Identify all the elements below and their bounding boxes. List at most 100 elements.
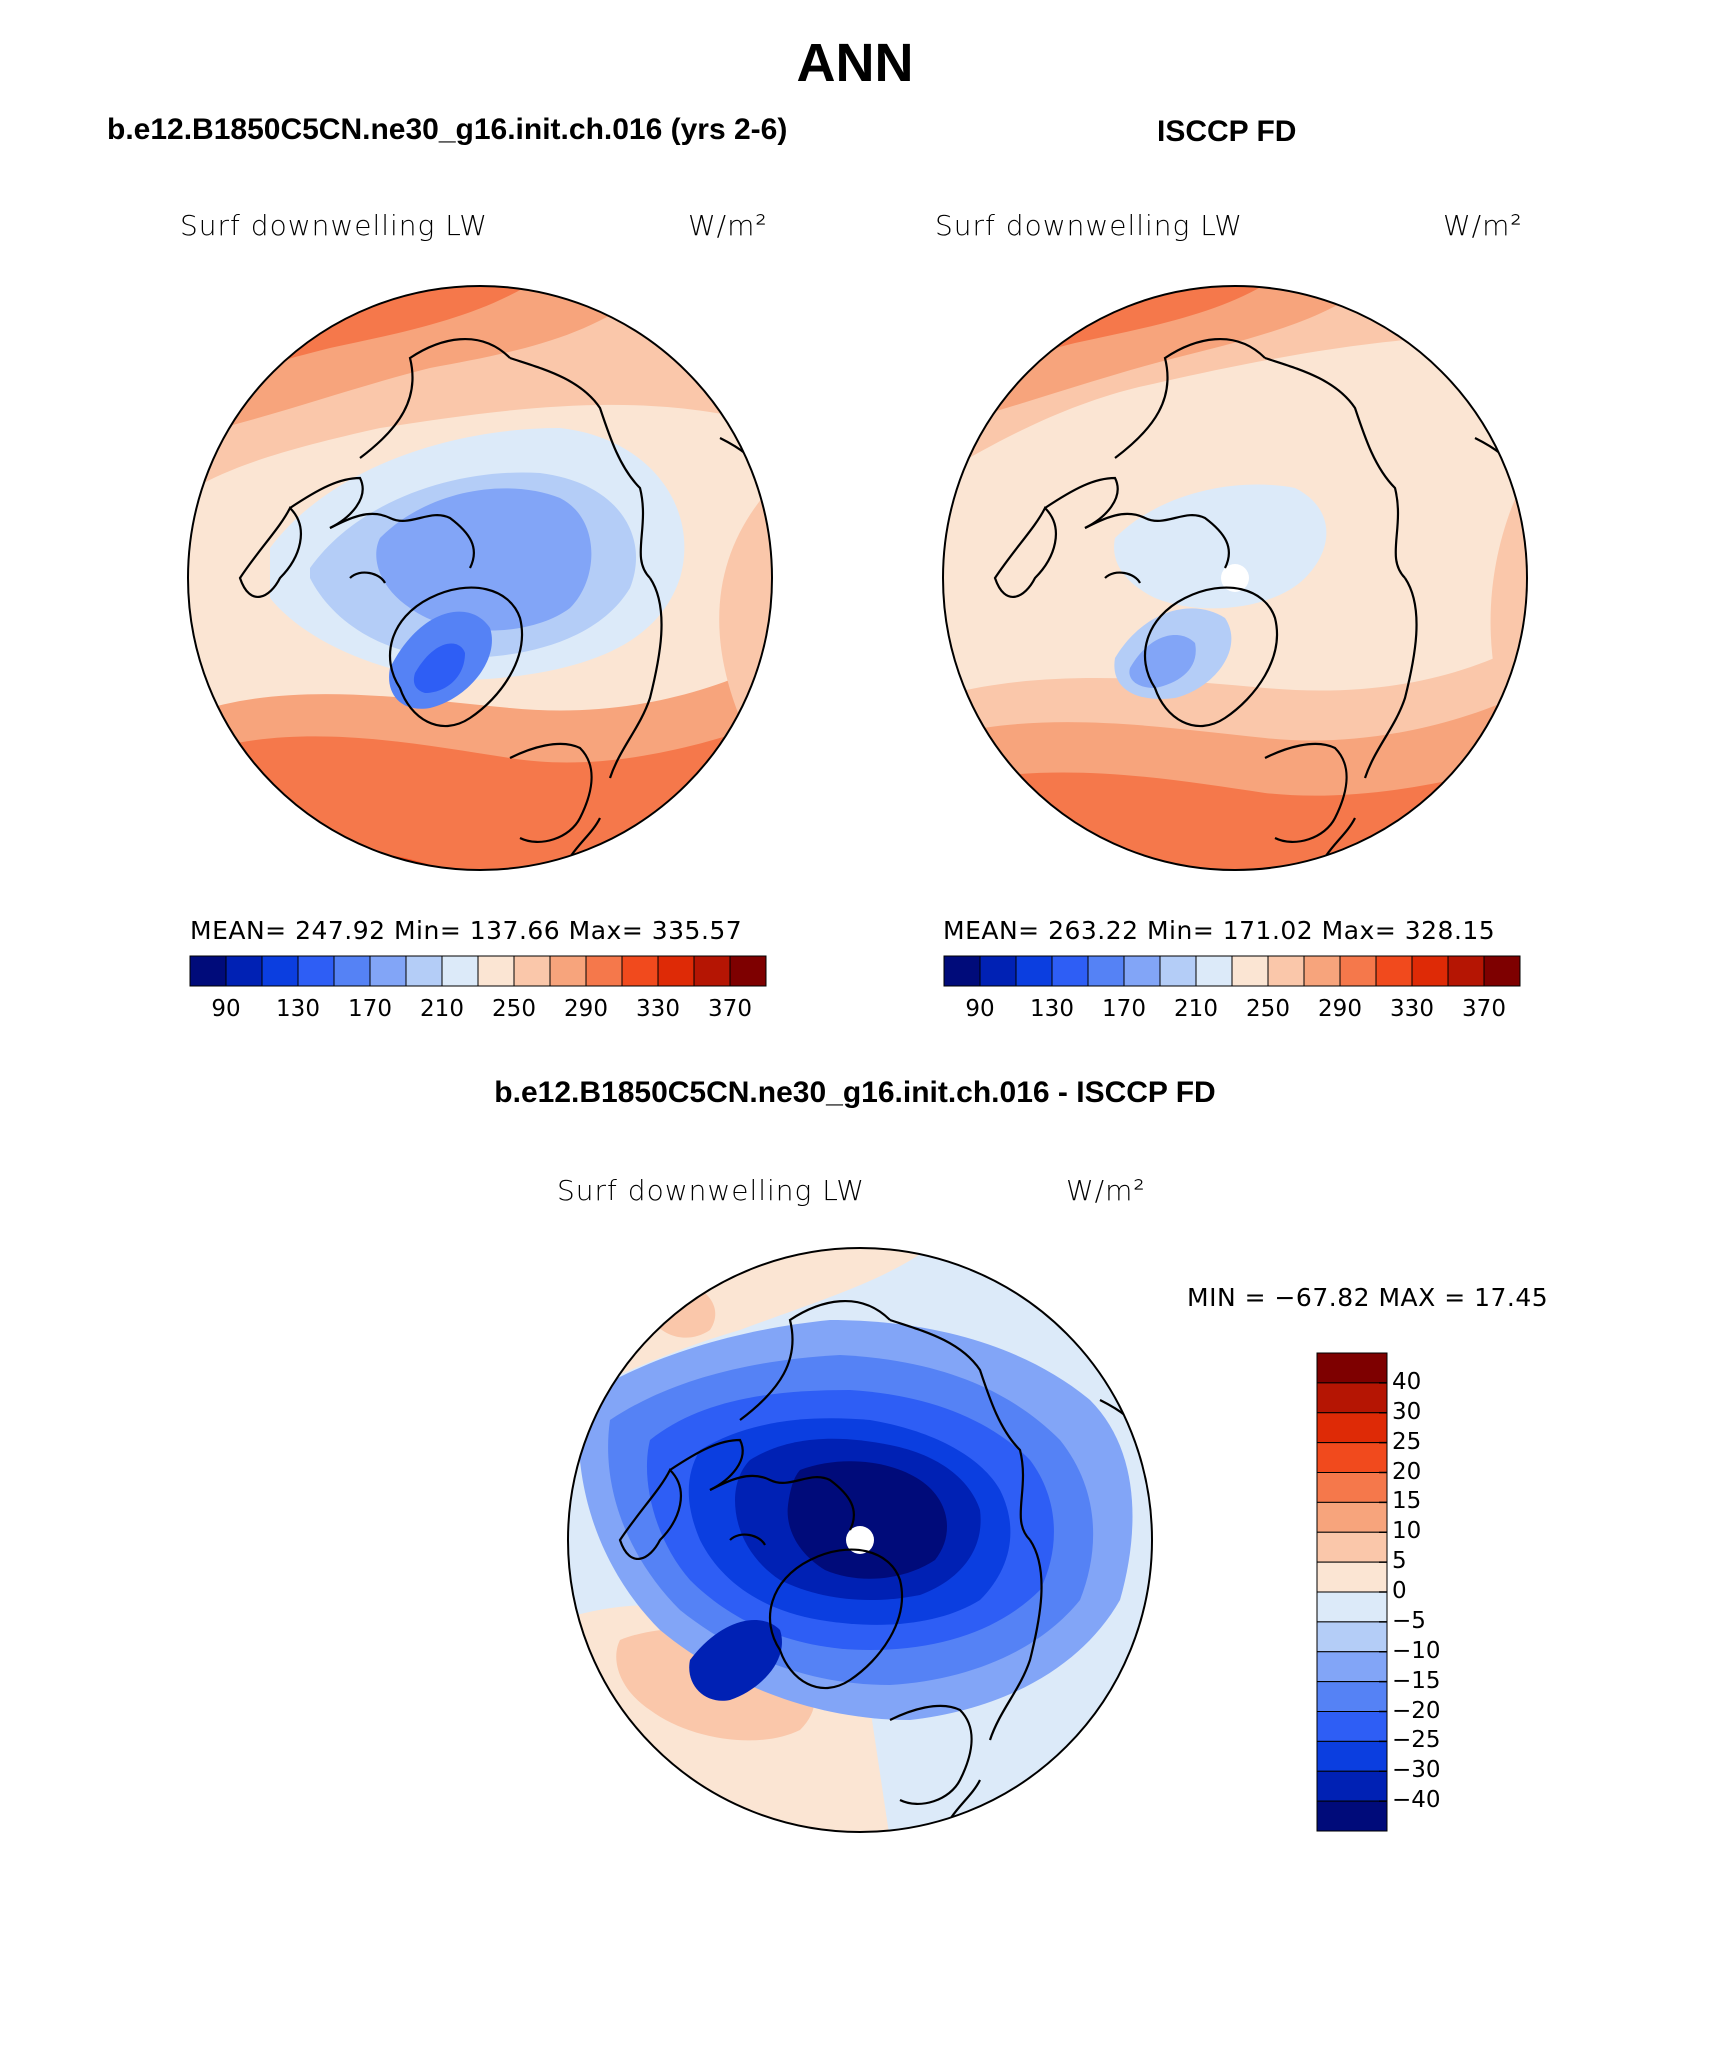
panel-3-stats: MIN = −67.82 MAX = 17.45 (1187, 1283, 1549, 1312)
colorbar-swatch (1316, 1472, 1388, 1503)
colorbar-swatch (729, 955, 767, 987)
panel-2-colorbar (943, 955, 1521, 987)
colorbar-tick-label: 170 (348, 996, 392, 1022)
colorbar-swatch (1087, 955, 1125, 987)
colorbar-swatch (1483, 955, 1521, 987)
colorbar-tick-label: 10 (1392, 1518, 1422, 1545)
colorbar-swatch (1316, 1591, 1388, 1623)
panel-1-colorbar (189, 955, 767, 987)
panel-3-colorbar (1316, 1352, 1388, 1832)
colorbar-tick-label: 330 (1390, 996, 1434, 1022)
panel-2-colorbar-ticks: 90 130 170 210 250 290 330 370 (944, 996, 1520, 1026)
colorbar-swatch (1316, 1412, 1388, 1444)
colorbar-swatch (1316, 1651, 1388, 1683)
colorbar-swatch (369, 955, 407, 987)
colorbar-tick-label: 90 (965, 996, 995, 1022)
colorbar-swatch (1231, 955, 1269, 987)
colorbar-swatch (1316, 1561, 1388, 1593)
colorbar-tick-label: 15 (1392, 1488, 1422, 1515)
colorbar-swatch (1015, 955, 1053, 987)
main-title: ANN (796, 33, 914, 93)
colorbar-swatch (943, 955, 981, 987)
map-3-coastlines (618, 1299, 1146, 1832)
map-3 (567, 1247, 1153, 1833)
map-3-field (568, 1248, 1152, 1832)
panel-3-units-label: W/m² (1066, 1174, 1146, 1207)
colorbar-swatch (585, 955, 623, 987)
colorbar-tick-label: 210 (1174, 996, 1218, 1022)
colorbar-tick-label: 130 (1030, 996, 1074, 1022)
panel-3-title: b.e12.B1850C5CN.ne30_g16.init.ch.016 - I… (494, 1076, 1216, 1109)
colorbar-swatch (261, 955, 299, 987)
colorbar-tick-label: −15 (1392, 1667, 1441, 1694)
map-1-field (188, 286, 772, 870)
colorbar-swatch (979, 955, 1017, 987)
colorbar-swatch (1411, 955, 1449, 987)
colorbar-swatch (1267, 955, 1305, 987)
colorbar-swatch (1123, 955, 1161, 987)
map-2 (942, 285, 1528, 871)
colorbar-tick-label: 90 (211, 996, 241, 1022)
panel-1-variable-label: Surf downwelling LW (180, 209, 488, 242)
panel-2-stats: MEAN= 263.22 Min= 171.02 Max= 328.15 (943, 916, 1496, 945)
colorbar-swatch (297, 955, 335, 987)
colorbar-tick-label: 210 (420, 996, 464, 1022)
colorbar-tick-label: 130 (276, 996, 320, 1022)
colorbar-swatch (1316, 1352, 1388, 1384)
colorbar-swatch (333, 955, 371, 987)
colorbar-swatch (621, 955, 659, 987)
colorbar-swatch (1316, 1770, 1388, 1802)
colorbar-tick-label: 250 (1246, 996, 1290, 1022)
colorbar-swatch (1316, 1382, 1388, 1414)
colorbar-swatch (549, 955, 587, 987)
colorbar-tick-label: −30 (1392, 1757, 1441, 1784)
map-1 (187, 285, 773, 871)
colorbar-tick-label: 330 (636, 996, 680, 1022)
panel-3-colorbar-ticks: 40 30 25 20 15 10 5 0 −5 −10 −15 −20 −25 −30 −40 (1392, 1353, 1472, 1831)
colorbar-tick-label: 0 (1392, 1578, 1407, 1604)
colorbar-swatch (1316, 1800, 1388, 1832)
colorbar-tick-label: 25 (1392, 1428, 1422, 1455)
colorbar-tick-label: −20 (1392, 1697, 1441, 1724)
map-2-field (943, 286, 1527, 870)
colorbar-swatch (693, 955, 731, 987)
colorbar-swatch (1316, 1621, 1388, 1653)
panel-1-colorbar-ticks: 90 130 170 210 250 290 330 370 (190, 996, 766, 1026)
colorbar-swatch (441, 955, 479, 987)
colorbar-tick-label: −5 (1392, 1607, 1426, 1634)
colorbar-swatch (657, 955, 695, 987)
colorbar-tick-label: 290 (1318, 996, 1362, 1022)
colorbar-tick-label: −40 (1392, 1787, 1441, 1814)
colorbar-tick-label: 290 (564, 996, 608, 1022)
panel-3-variable-label: Surf downwelling LW (557, 1174, 865, 1207)
colorbar-swatch (405, 955, 443, 987)
colorbar-swatch (225, 955, 263, 987)
colorbar-swatch (1316, 1531, 1388, 1563)
colorbar-swatch (1447, 955, 1485, 987)
colorbar-swatch (189, 955, 227, 987)
panel-1-units-label: W/m² (688, 209, 768, 242)
colorbar-tick-label: 5 (1392, 1548, 1407, 1575)
colorbar-swatch (1316, 1501, 1388, 1533)
panel-2-units-label: W/m² (1443, 209, 1523, 242)
colorbar-swatch (1339, 955, 1377, 987)
colorbar-swatch (1316, 1740, 1388, 1772)
panel-1-title: b.e12.B1850C5CN.ne30_g16.init.ch.016 (yr… (107, 113, 788, 146)
colorbar-swatch (513, 955, 551, 987)
colorbar-tick-label: 370 (708, 996, 752, 1022)
colorbar-tick-label: −25 (1392, 1727, 1441, 1754)
colorbar-tick-label: 30 (1392, 1398, 1422, 1425)
colorbar-swatch (1159, 955, 1197, 987)
colorbar-tick-label: 370 (1462, 996, 1506, 1022)
colorbar-tick-label: 250 (492, 996, 536, 1022)
colorbar-swatch (1195, 955, 1233, 987)
colorbar-tick-label: −10 (1392, 1637, 1441, 1664)
colorbar-swatch (1303, 955, 1341, 987)
colorbar-tick-label: 40 (1392, 1368, 1422, 1395)
panel-2-variable-label: Surf downwelling LW (935, 209, 1243, 242)
colorbar-tick-label: 20 (1392, 1458, 1422, 1485)
colorbar-swatch (1316, 1681, 1388, 1713)
colorbar-tick-label: 170 (1102, 996, 1146, 1022)
colorbar-swatch (477, 955, 515, 987)
colorbar-swatch (1051, 955, 1089, 987)
